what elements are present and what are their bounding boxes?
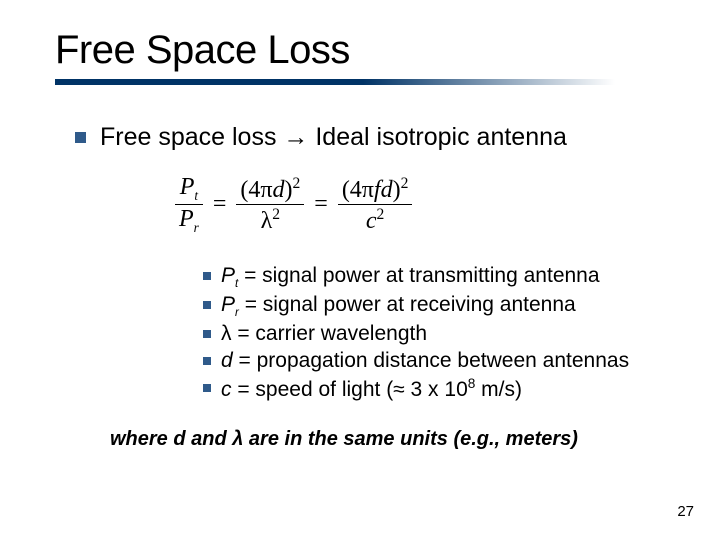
rhs-den-sup: 2 bbox=[377, 206, 385, 223]
definition-row: Pr = signal power at receiving antenna bbox=[203, 293, 680, 319]
definition-text: Pr = signal power at receiving antenna bbox=[221, 293, 576, 319]
free-space-loss-formula: Pt Pr = (4πd)2 λ2 = (4πfd)2 c2 bbox=[175, 174, 680, 236]
frac-mid: (4πd)2 λ2 bbox=[236, 175, 304, 235]
definition-text: d = propagation distance between antenna… bbox=[221, 349, 629, 373]
bullet-square-icon bbox=[203, 272, 211, 280]
mid-num-sup: 2 bbox=[292, 175, 300, 192]
definition-row: d = propagation distance between antenna… bbox=[203, 349, 680, 373]
frac-pt-pr: Pt Pr bbox=[175, 174, 203, 236]
mid-den-sup: 2 bbox=[272, 206, 280, 223]
bullet-square-icon bbox=[203, 330, 211, 338]
rhs-den: c bbox=[366, 208, 377, 234]
bullet-level1: Free space loss → Ideal isotropic antenn… bbox=[75, 123, 680, 152]
slide-title: Free Space Loss bbox=[55, 28, 680, 73]
mid-num-a: (4π bbox=[240, 177, 272, 203]
frac-rhs: (4πfd)2 c2 bbox=[338, 175, 413, 235]
definition-row: c = speed of light (≈ 3 x 108 m/s) bbox=[203, 376, 680, 402]
rhs-num-c: ) bbox=[393, 177, 401, 203]
rhs-num-sup: 2 bbox=[401, 175, 409, 192]
page-number: 27 bbox=[677, 503, 694, 520]
pt-sub: t bbox=[194, 188, 198, 203]
bullet1-text: Free space loss → Ideal isotropic antenn… bbox=[100, 123, 567, 152]
title-underline bbox=[55, 79, 615, 85]
bullet-square-icon bbox=[203, 301, 211, 309]
definitions-list: Pt = signal power at transmitting antenn… bbox=[203, 264, 680, 402]
pr-p: P bbox=[179, 206, 194, 232]
bullet-square-icon bbox=[75, 132, 86, 143]
pr-sub: r bbox=[194, 220, 199, 235]
definition-text: c = speed of light (≈ 3 x 108 m/s) bbox=[221, 376, 522, 402]
mid-den: λ bbox=[261, 208, 273, 234]
pt-p: P bbox=[180, 174, 195, 200]
definition-text: Pt = signal power at transmitting antenn… bbox=[221, 264, 600, 290]
definition-text: λ = carrier wavelength bbox=[221, 322, 427, 346]
rhs-num-a: (4π bbox=[342, 177, 374, 203]
bullet-square-icon bbox=[203, 357, 211, 365]
rhs-num-b: fd bbox=[374, 177, 393, 203]
definition-row: λ = carrier wavelength bbox=[203, 322, 680, 346]
formula-block: Pt Pr = (4πd)2 λ2 = (4πfd)2 c2 bbox=[175, 174, 680, 236]
mid-num-b: d bbox=[272, 177, 284, 203]
definition-row: Pt = signal power at transmitting antenn… bbox=[203, 264, 680, 290]
bullet-square-icon bbox=[203, 384, 211, 392]
equals-2: = bbox=[314, 191, 328, 218]
slide: Free Space Loss Free space loss → Ideal … bbox=[0, 0, 720, 540]
footnote: where d and λ are in the same units (e.g… bbox=[110, 428, 680, 451]
equals-1: = bbox=[213, 191, 227, 218]
